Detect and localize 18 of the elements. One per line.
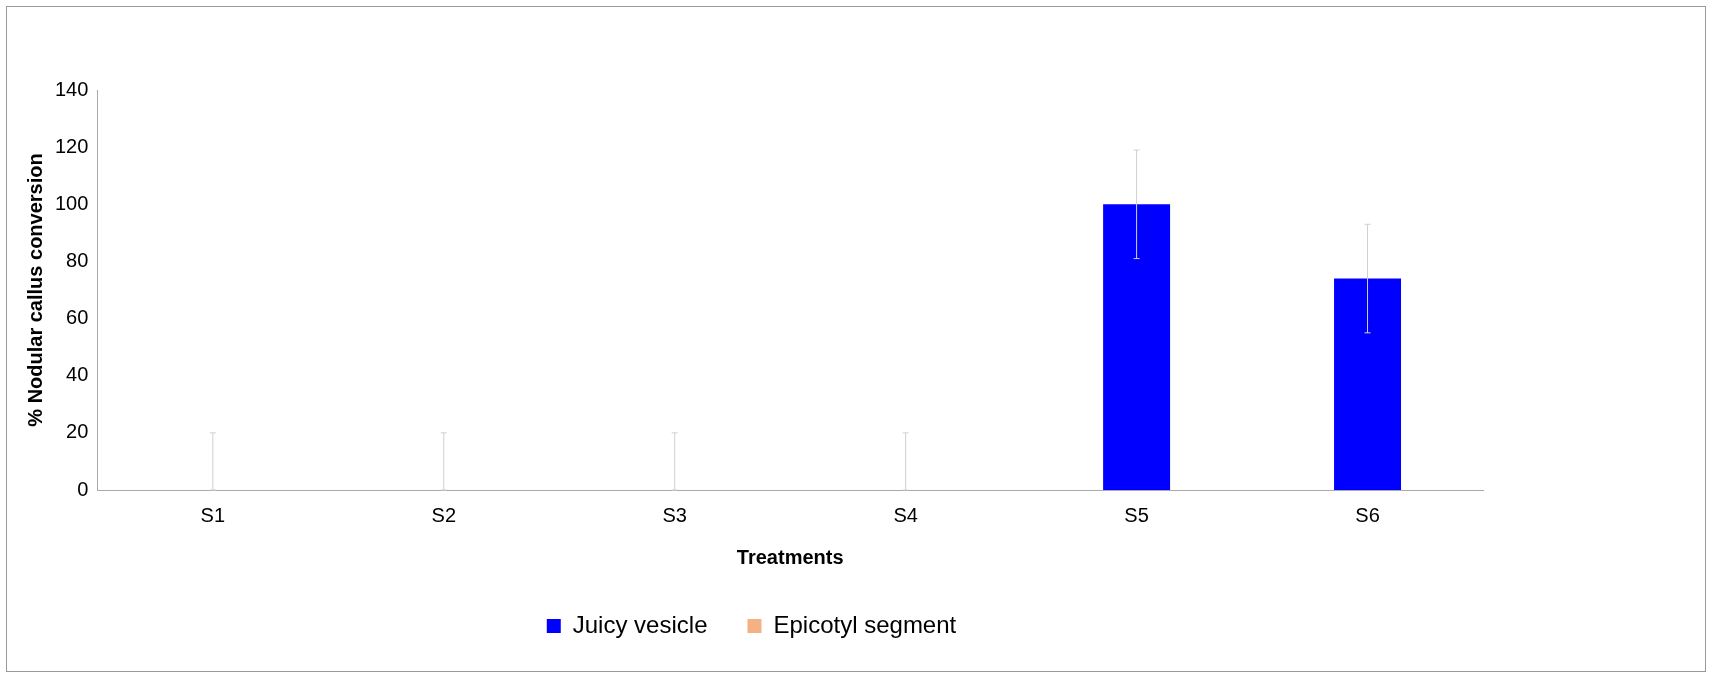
x-axis-title: Treatments [736, 545, 844, 568]
x-tick-label: S6 [1355, 503, 1380, 526]
y-tick-label: 80 [66, 248, 89, 271]
y-tick-label: 140 [54, 77, 89, 100]
x-tick-label: S3 [662, 503, 687, 526]
x-tick-label: S5 [1124, 503, 1149, 526]
y-tick-label: 0 [77, 477, 89, 500]
x-tick-label: S4 [893, 503, 918, 526]
y-tick-label: 60 [66, 306, 89, 329]
y-axis-title: % Nodular callus conversion [23, 153, 46, 427]
legend-label: Epicotyl segment [773, 610, 957, 638]
y-tick-label: 40 [66, 363, 89, 386]
x-tick-label: S1 [200, 503, 226, 526]
legend-label: Juicy vesicle [572, 610, 708, 638]
x-tick-label: S2 [431, 503, 457, 526]
y-tick-label: 20 [66, 420, 89, 443]
y-tick-label: 120 [54, 134, 89, 157]
y-tick-label: 100 [54, 191, 89, 214]
